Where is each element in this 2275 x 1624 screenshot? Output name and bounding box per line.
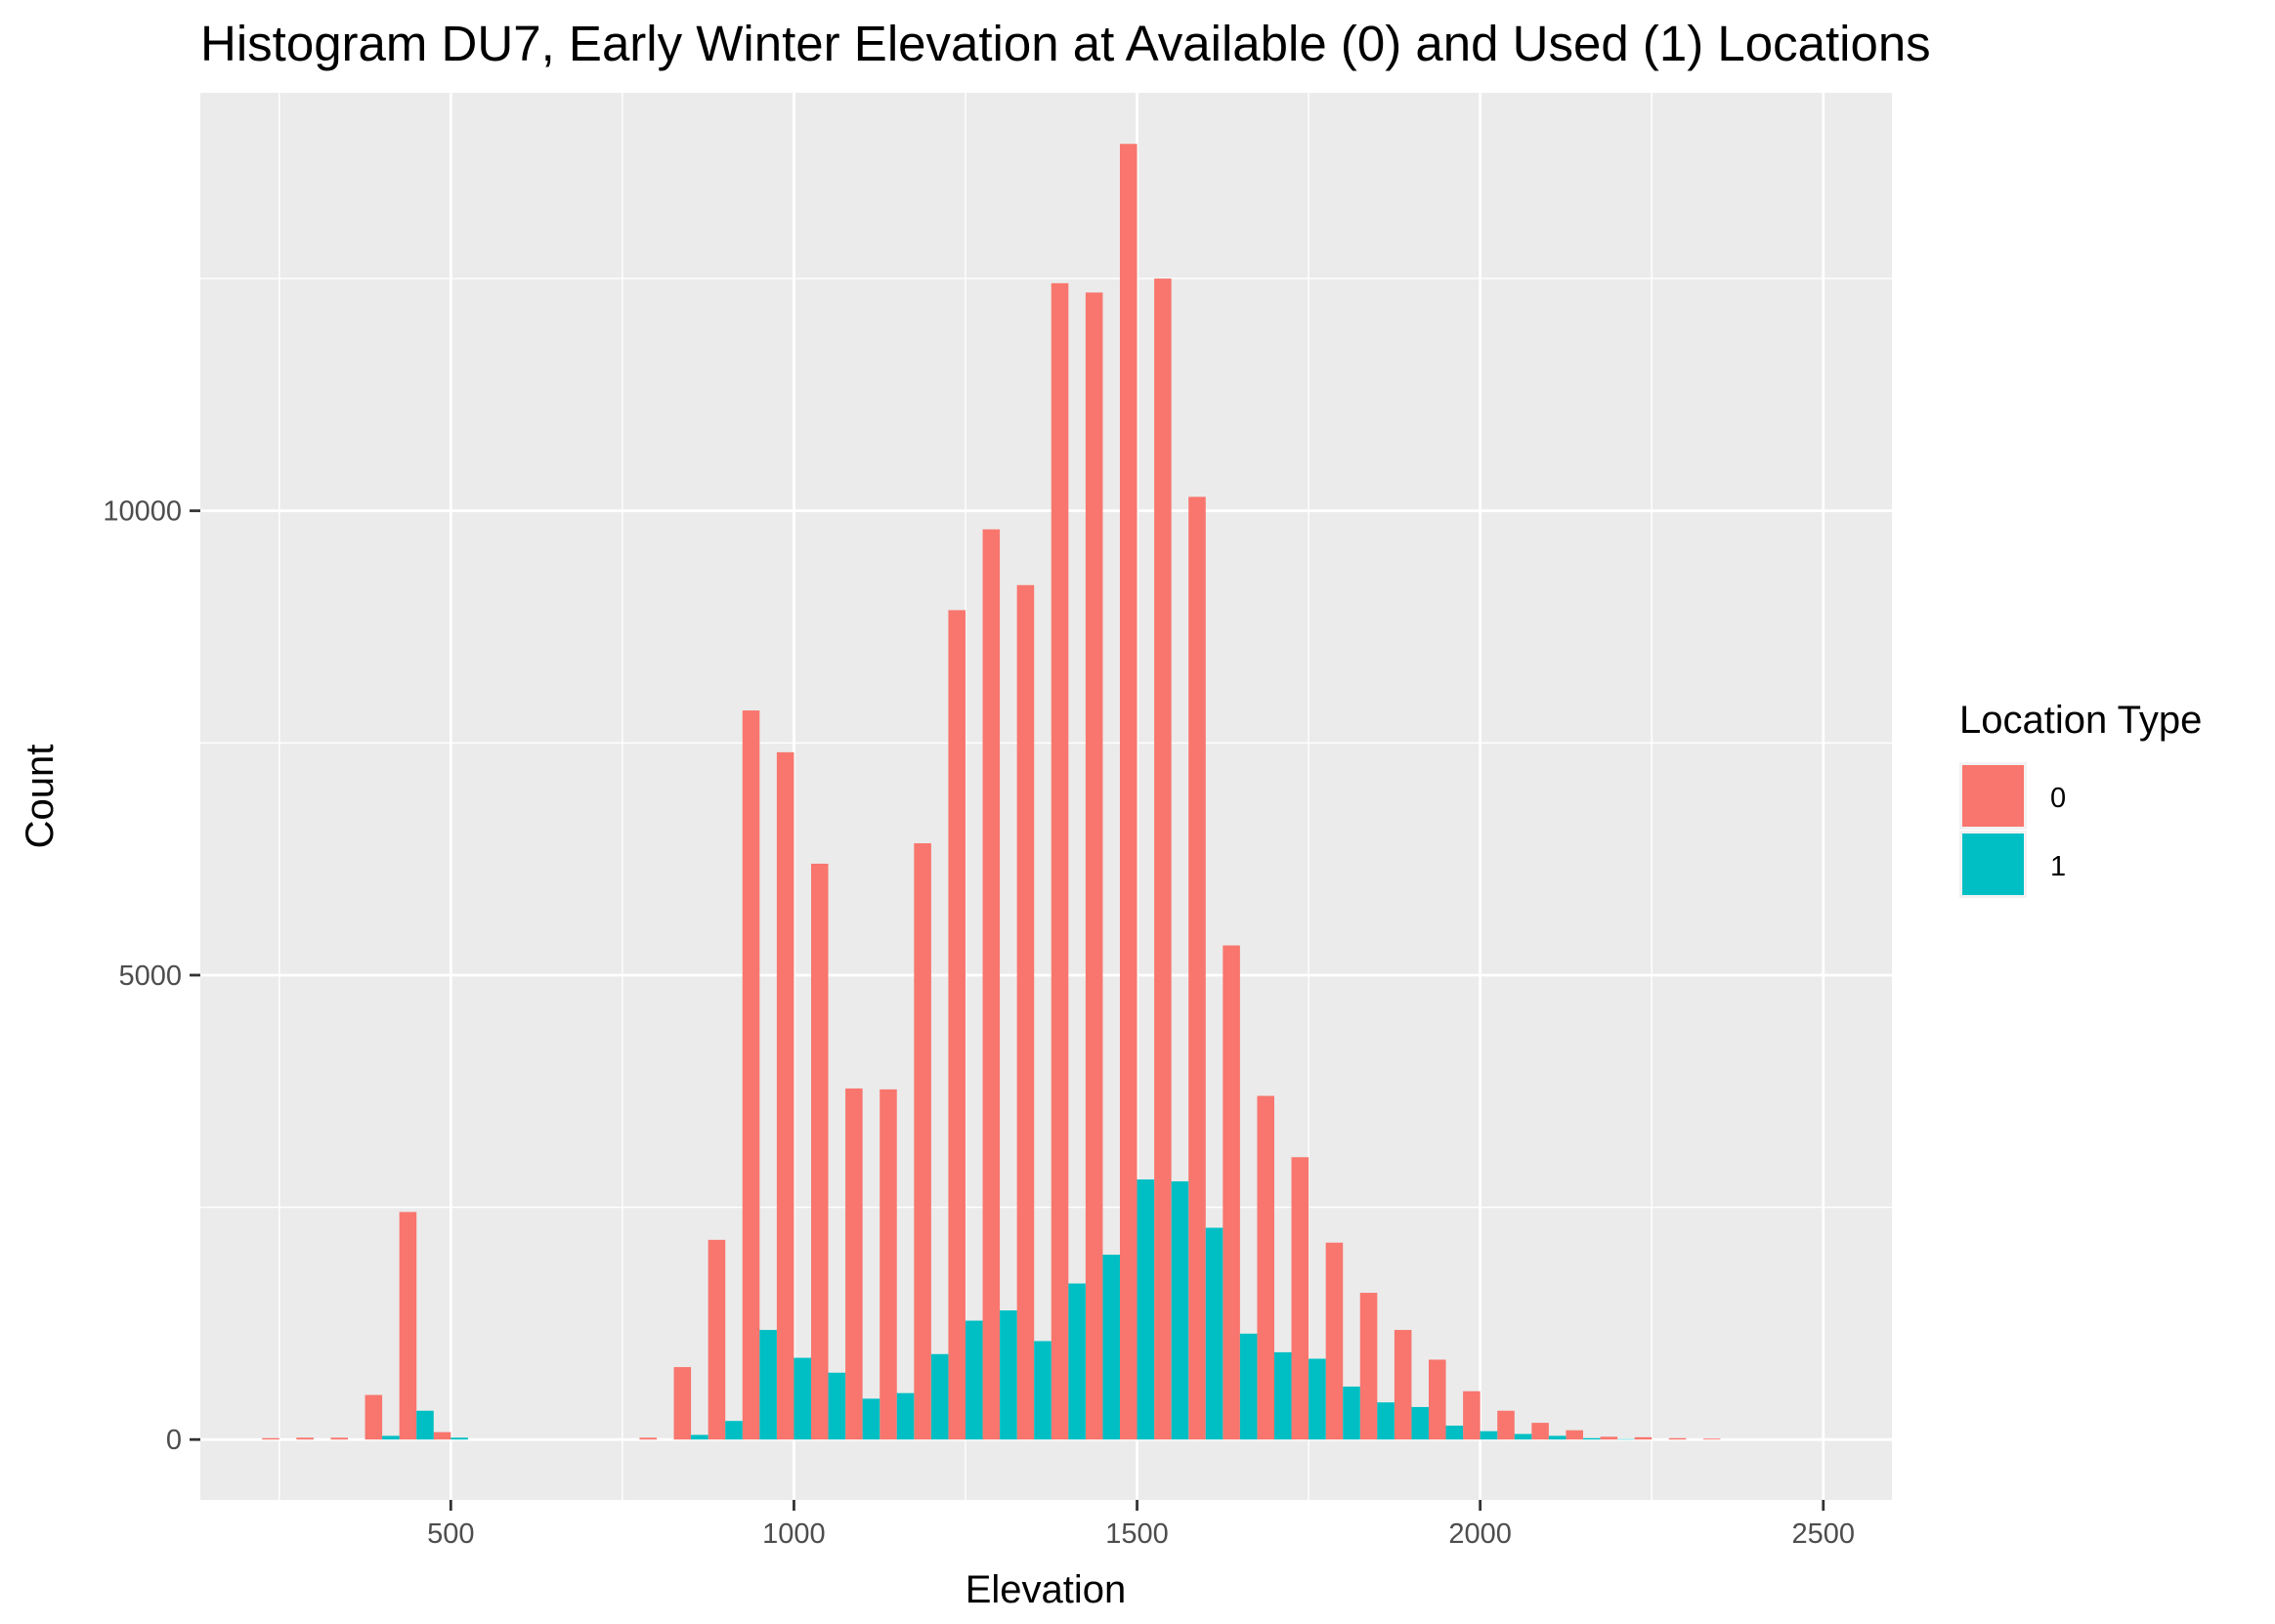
- histogram-bar-series-0: [330, 1437, 348, 1440]
- y-axis-title: Count: [19, 745, 62, 849]
- x-tick-label: 2500: [1792, 1518, 1856, 1550]
- histogram-bar-series-0: [1051, 282, 1069, 1440]
- histogram-bar-series-0: [1085, 292, 1103, 1440]
- histogram-bar-series-0: [1223, 945, 1240, 1440]
- histogram-bar-series-0: [1394, 1330, 1412, 1440]
- histogram-bar-series-0: [1016, 584, 1035, 1440]
- histogram-bar-series-1: [1239, 1333, 1258, 1440]
- histogram-bar-series-1: [930, 1353, 949, 1440]
- histogram-bar-series-1: [828, 1372, 846, 1440]
- histogram-bar-series-0: [948, 610, 966, 1440]
- x-tick-label: 500: [427, 1518, 474, 1550]
- axis-ticks: [190, 509, 1825, 1511]
- axis-tick-labels: 500 1000 1500 2000 2500 0 5000 10000: [103, 496, 1855, 1550]
- histogram-bar-series-1: [416, 1410, 434, 1440]
- histogram-bar-series-0: [845, 1088, 863, 1440]
- histogram-bar-series-0: [1463, 1390, 1481, 1440]
- legend-title: Location Type: [1959, 699, 2202, 742]
- histogram-bar-series-1: [1309, 1358, 1326, 1440]
- bars-group: [262, 144, 1721, 1440]
- histogram-bar-series-0: [1428, 1359, 1446, 1440]
- histogram-bar-series-1: [1411, 1406, 1429, 1440]
- histogram-bar-series-0: [810, 863, 829, 1440]
- minor-gridlines: [200, 93, 1892, 1500]
- histogram-bar-series-1: [725, 1421, 743, 1440]
- histogram-bar-series-0: [639, 1437, 657, 1440]
- histogram-bar-series-0: [365, 1394, 383, 1440]
- x-tick-label: 1500: [1105, 1518, 1169, 1550]
- histogram-bar-series-1: [1068, 1283, 1086, 1440]
- histogram-bar-series-0: [708, 1239, 726, 1440]
- histogram-bar-series-0: [1566, 1430, 1583, 1440]
- histogram-bar-series-1: [965, 1320, 983, 1440]
- histogram-bar-series-0: [1702, 1438, 1721, 1440]
- histogram-bar-series-0: [1668, 1437, 1687, 1440]
- histogram-bar-series-0: [1325, 1242, 1344, 1440]
- histogram-bar-series-1: [1343, 1387, 1360, 1440]
- histogram-bar-series-1: [1548, 1435, 1567, 1440]
- histogram-bar-series-1: [1480, 1431, 1498, 1440]
- histogram-bar-series-1: [1102, 1255, 1120, 1440]
- legend-swatch-0: [1962, 765, 2024, 827]
- histogram-bar-series-0: [1531, 1423, 1549, 1440]
- y-tick-label: 5000: [118, 961, 182, 992]
- histogram-bar-series-0: [399, 1212, 417, 1440]
- histogram-bar-series-0: [880, 1089, 897, 1440]
- histogram-bar-series-0: [296, 1437, 314, 1440]
- histogram-bar-series-1: [1137, 1179, 1155, 1440]
- histogram-bar-series-1: [1582, 1437, 1601, 1440]
- x-tick-label: 1000: [762, 1518, 826, 1550]
- histogram-bar-series-0: [1600, 1436, 1618, 1440]
- histogram-bar-series-1: [1445, 1425, 1464, 1440]
- histogram-bar-series-0: [1291, 1157, 1309, 1440]
- plot-panel: [200, 93, 1892, 1500]
- histogram-bar-series-1: [1034, 1341, 1052, 1440]
- histogram-bar-series-1: [451, 1437, 468, 1440]
- legend-label-1: 1: [2050, 851, 2066, 882]
- histogram-bar-series-0: [1154, 278, 1172, 1440]
- x-tick-label: 2000: [1448, 1518, 1512, 1550]
- histogram-bar-series-0: [776, 751, 794, 1440]
- histogram-bar-series-0: [1497, 1410, 1515, 1440]
- x-axis-title: Elevation: [966, 1568, 1127, 1611]
- histogram-bar-series-0: [1257, 1095, 1274, 1440]
- histogram-bar-series-0: [982, 529, 1001, 1440]
- y-tick-label: 0: [166, 1425, 182, 1456]
- histogram-bar-series-1: [794, 1357, 811, 1440]
- histogram-bar-series-1: [691, 1434, 708, 1440]
- histogram-bar-series-0: [673, 1367, 692, 1440]
- histogram-bar-series-0: [262, 1437, 279, 1440]
- histogram-bar-series-1: [382, 1435, 400, 1440]
- histogram-bar-series-1: [1377, 1402, 1395, 1440]
- histogram-bar-series-0: [742, 710, 760, 1440]
- legend: Location Type 0 1: [1959, 699, 2202, 898]
- legend-swatch-1: [1962, 833, 2024, 895]
- histogram-bar-series-1: [1205, 1227, 1223, 1440]
- y-tick-label: 10000: [103, 496, 182, 528]
- histogram-bar-series-1: [862, 1398, 880, 1440]
- histogram-bar-series-0: [1188, 496, 1206, 1440]
- histogram-bar-series-0: [1634, 1436, 1653, 1440]
- histogram-bar-series-1: [1514, 1433, 1532, 1440]
- histogram-bar-series-1: [896, 1392, 915, 1440]
- histogram-bar-series-1: [1000, 1310, 1017, 1440]
- histogram-bar-series-1: [759, 1330, 777, 1440]
- histogram-bar-series-0: [1359, 1293, 1378, 1440]
- histogram-bar-series-1: [1273, 1351, 1292, 1440]
- histogram-bar-series-0: [433, 1432, 451, 1440]
- legend-label-0: 0: [2050, 783, 2066, 814]
- histogram-bar-series-0: [914, 843, 931, 1440]
- chart-title: Histogram DU7, Early Winter Elevation at…: [200, 16, 1931, 71]
- histogram-bar-series-0: [1119, 144, 1138, 1440]
- histogram-bar-series-1: [1171, 1180, 1189, 1440]
